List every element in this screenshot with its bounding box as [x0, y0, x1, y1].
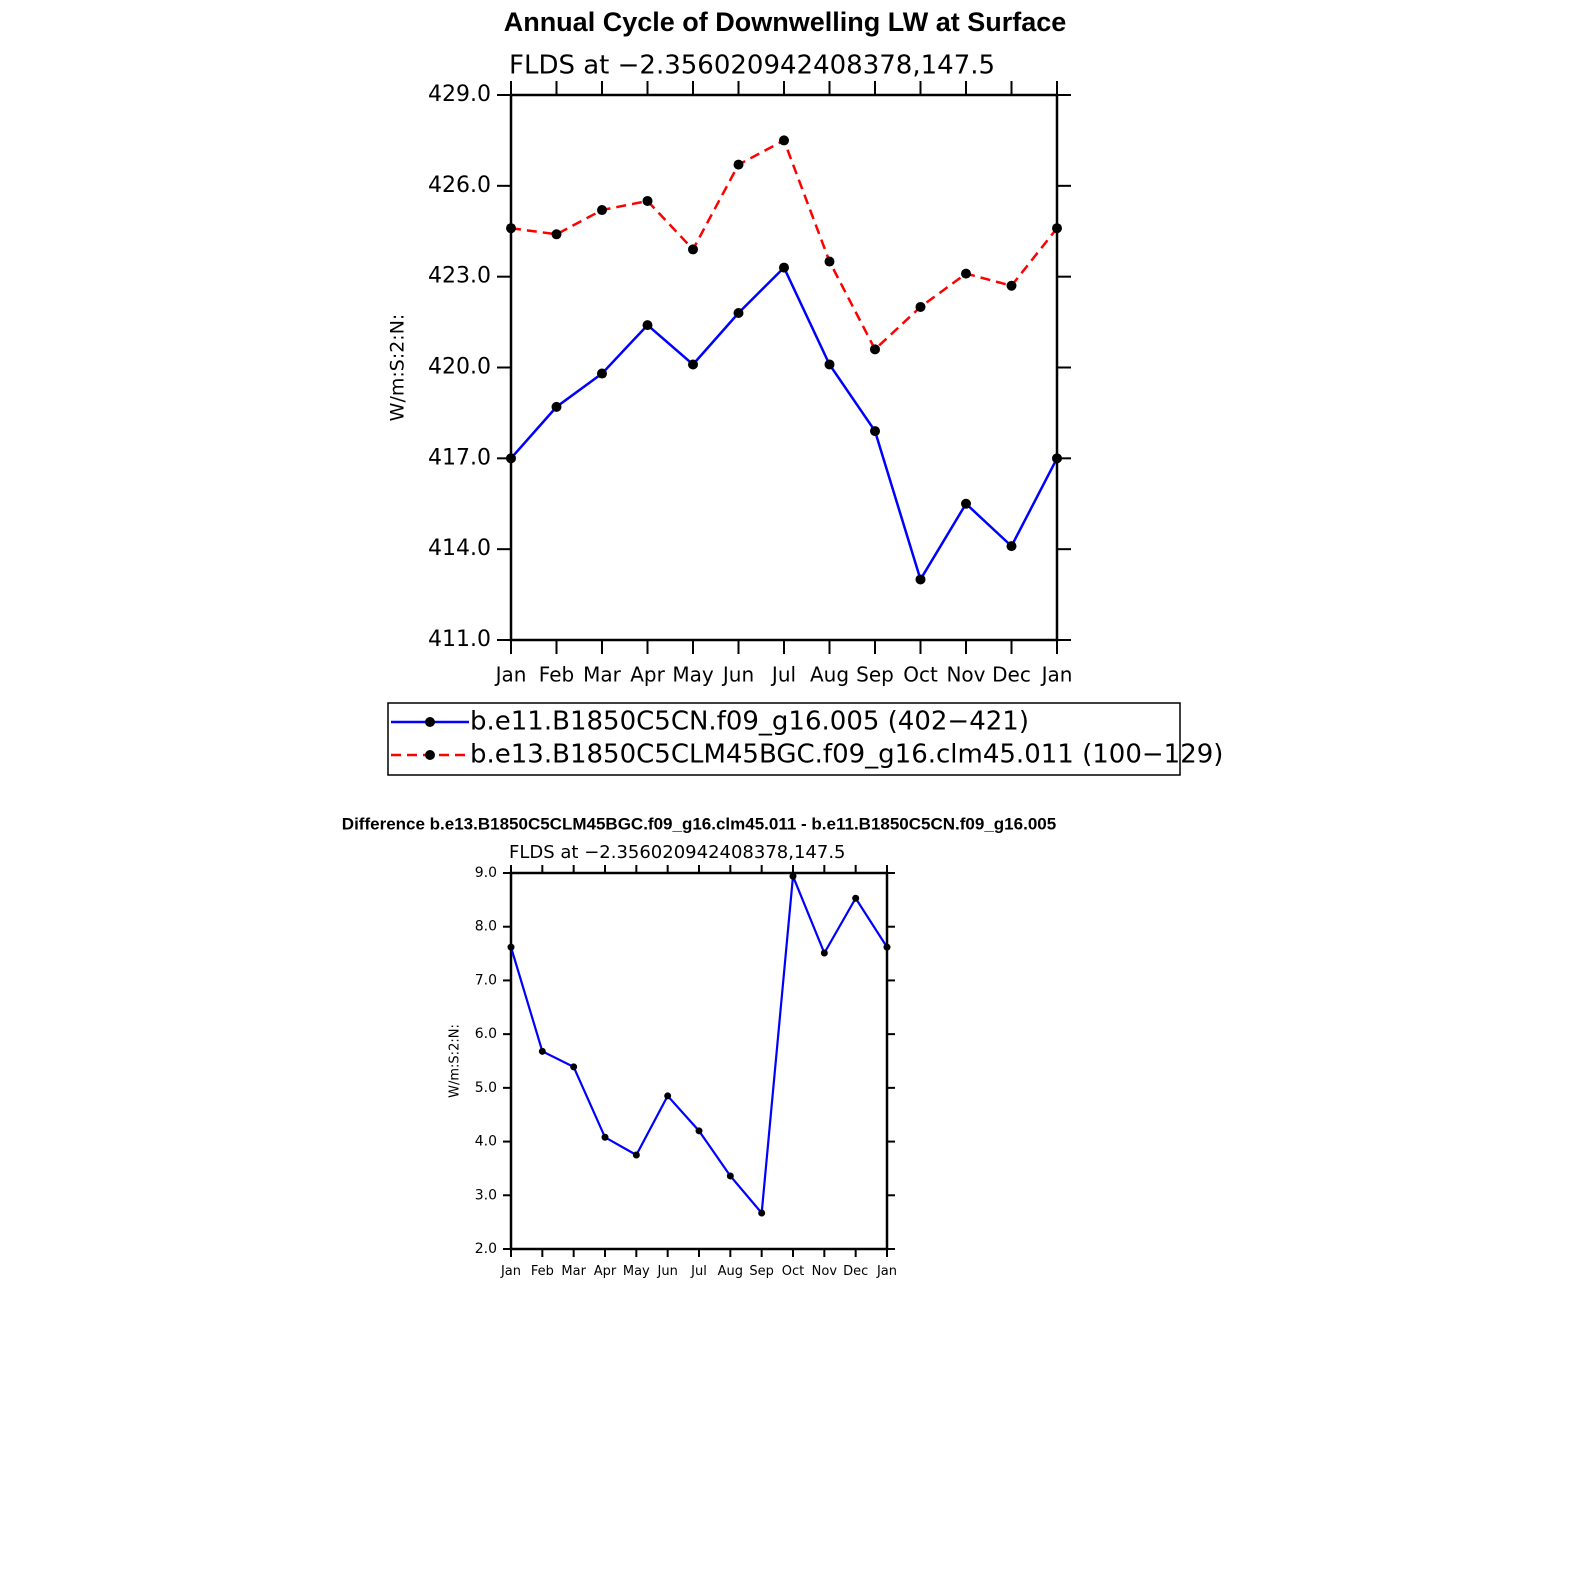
y-tick-label: 5.0 — [475, 1080, 497, 1096]
marker — [733, 308, 744, 318]
x-tick-label: Jul — [690, 1264, 707, 1279]
y-axis-label: W/m:S:2:N: — [448, 1024, 463, 1098]
x-tick-label: Jan — [876, 1264, 897, 1279]
legend-marker — [425, 717, 435, 727]
x-tick-label: Sep — [856, 663, 894, 687]
x-tick-label: May — [672, 663, 714, 687]
marker — [1006, 541, 1017, 552]
marker — [642, 195, 653, 206]
y-tick-label: 9.0 — [475, 865, 497, 881]
marker — [570, 1063, 578, 1071]
x-tick-label: Apr — [630, 663, 665, 687]
plot-frame — [509, 93, 1059, 642]
marker — [688, 244, 698, 255]
chart-title: Annual Cycle of Downwelling LW at Surfac… — [504, 7, 1067, 37]
legend-label: b.e11.B1850C5CN.f09_g16.005 (402−421) — [470, 707, 1029, 737]
line — [510, 265, 1059, 583]
x-tick-label: Jan — [500, 1264, 521, 1279]
y-tick-label: 7.0 — [475, 972, 497, 988]
marker — [824, 359, 835, 370]
legend-label: b.e13.B1850C5CLM45BGC.f09_g16.clm45.011 … — [470, 740, 1223, 770]
x-tick-label: Jun — [721, 663, 754, 687]
y-tick-label: 417.0 — [428, 445, 491, 470]
x-tick-label: Apr — [594, 1264, 617, 1279]
y-tick-label: 429.0 — [428, 82, 491, 107]
marker — [1006, 280, 1017, 291]
y-tick-label: 8.0 — [475, 919, 497, 935]
y-tick-label: 414.0 — [428, 536, 491, 561]
subtitle: FLDS at −2.356020942408378,147.5 — [509, 842, 846, 863]
y-tick-label: 411.0 — [428, 627, 491, 652]
x-tick-label: Sep — [749, 1264, 774, 1279]
legend-box — [387, 702, 1181, 776]
marker — [1052, 223, 1062, 234]
x-tick-label: Oct — [782, 1264, 804, 1279]
marker — [601, 1133, 609, 1141]
marker — [733, 159, 744, 170]
legend-marker — [425, 750, 435, 760]
subtitle: FLDS at −2.356020942408378,147.5 — [509, 51, 995, 81]
marker — [506, 223, 516, 234]
x-tick-label: Dec — [992, 663, 1031, 687]
x-tick-label: Mar — [583, 663, 622, 687]
marker — [551, 229, 562, 240]
marker — [538, 1047, 546, 1055]
x-tick-label: Jul — [770, 663, 796, 687]
marker — [915, 301, 926, 312]
marker — [779, 135, 789, 146]
y-tick-label: 423.0 — [428, 264, 491, 289]
line — [509, 875, 888, 1216]
marker — [758, 1209, 766, 1217]
marker — [506, 453, 516, 464]
marker — [789, 872, 797, 880]
marker — [883, 943, 891, 951]
marker — [726, 1172, 734, 1180]
y-tick-label: 426.0 — [428, 173, 491, 198]
x-tick-label: Nov — [812, 1264, 838, 1279]
y-tick-label: 420.0 — [428, 355, 491, 380]
marker — [820, 949, 828, 957]
y-tick-label: 2.0 — [475, 1241, 497, 1257]
x-tick-label: May — [623, 1264, 650, 1279]
marker — [551, 401, 562, 412]
plot-frame — [509, 871, 889, 1251]
marker — [870, 426, 880, 437]
x-tick-label: Jun — [657, 1264, 678, 1279]
marker — [507, 943, 515, 951]
chart-title: Difference b.e13.B1850C5CLM45BGC.f09_g16… — [342, 814, 1056, 833]
marker — [642, 320, 653, 331]
marker — [870, 344, 880, 355]
x-tick-label: Feb — [531, 1264, 554, 1279]
marker — [688, 359, 698, 370]
x-tick-label: Nov — [946, 663, 985, 687]
marker — [597, 205, 607, 216]
y-tick-label: 4.0 — [475, 1134, 497, 1150]
marker — [664, 1092, 672, 1100]
marker — [852, 894, 860, 902]
marker — [824, 256, 835, 267]
marker — [695, 1127, 703, 1135]
y-tick-label: 3.0 — [475, 1187, 497, 1203]
line — [510, 138, 1058, 352]
x-tick-label: Aug — [718, 1264, 743, 1279]
x-tick-label: Jan — [494, 663, 527, 687]
marker — [961, 498, 971, 509]
x-tick-label: Jan — [1040, 663, 1073, 687]
x-tick-label: Oct — [903, 663, 938, 687]
marker — [915, 574, 926, 585]
y-axis-label: W/m:S:2:N: — [387, 314, 409, 422]
x-tick-label: Dec — [843, 1264, 868, 1279]
marker — [1052, 453, 1062, 464]
marker — [961, 268, 971, 279]
marker — [597, 368, 607, 379]
marker — [779, 262, 789, 273]
x-tick-label: Feb — [539, 663, 574, 687]
marker — [632, 1151, 640, 1159]
x-tick-label: Aug — [810, 663, 849, 687]
x-tick-label: Mar — [561, 1264, 586, 1279]
y-tick-label: 6.0 — [475, 1026, 497, 1042]
